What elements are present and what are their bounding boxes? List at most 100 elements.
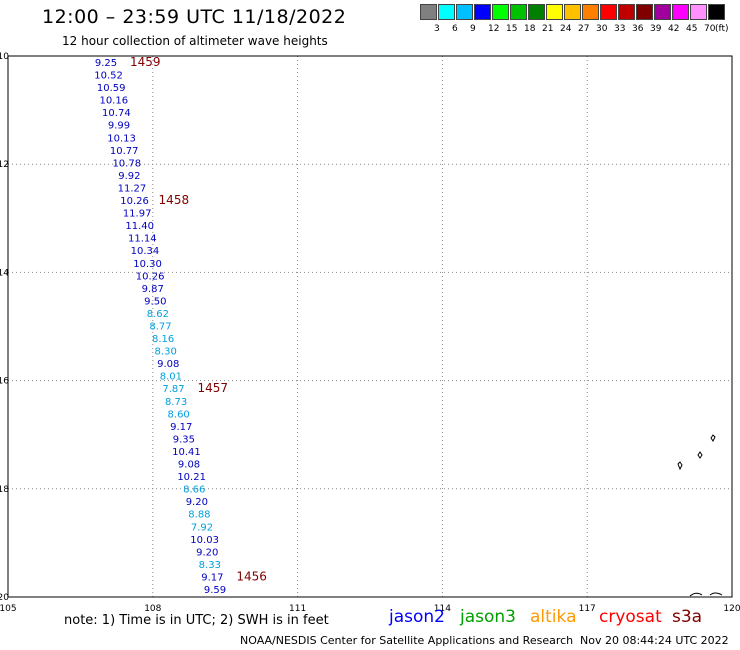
satellite-legend-jason3: jason3 xyxy=(460,607,516,627)
footer-note: note: 1) Time is in UTC; 2) SWH is in fe… xyxy=(64,613,329,628)
scale-swatch xyxy=(690,4,707,20)
time-label: 1457 xyxy=(197,381,228,395)
map-subtitle: 12 hour collection of altimeter wave hei… xyxy=(62,34,328,48)
wave-height-label: 10.59 xyxy=(97,83,126,94)
wave-height-label: 8.77 xyxy=(149,322,171,333)
scale-label: 6 xyxy=(452,24,458,34)
scale-swatch xyxy=(546,4,563,20)
wave-height-label: 10.78 xyxy=(112,158,141,169)
satellite-legend-cryosat: cryosat xyxy=(599,607,662,627)
wave-height-label: 8.33 xyxy=(199,560,221,571)
scale-swatch xyxy=(474,4,491,20)
scale-swatch xyxy=(456,4,473,20)
wave-height-label: 9.92 xyxy=(118,171,140,182)
scale-label: 18 xyxy=(524,24,536,34)
scale-swatch xyxy=(654,4,671,20)
scale-label: 15 xyxy=(506,24,518,34)
y-tick-label: -18 xyxy=(0,485,9,495)
wave-height-label: 10.77 xyxy=(110,146,139,157)
footer-timestamp: Nov 20 08:44:24 UTC 2022 xyxy=(580,634,729,647)
y-tick-label: -14 xyxy=(0,268,9,278)
scale-label: 70 xyxy=(704,24,716,34)
map-title: 12:00 – 23:59 UTC 11/18/2022 xyxy=(42,6,347,28)
y-tick-label: -16 xyxy=(0,377,9,387)
scale-label: 27 xyxy=(578,24,590,34)
scale-label: 3 xyxy=(434,24,440,34)
y-tick-label: -10 xyxy=(0,52,9,62)
island-outline xyxy=(677,461,683,471)
wave-height-label: 10.34 xyxy=(131,246,160,257)
scale-unit: (ft) xyxy=(715,24,729,34)
wave-height-label: 8.62 xyxy=(147,309,169,320)
wave-height-label: 9.20 xyxy=(186,497,208,508)
scale-swatch xyxy=(438,4,455,20)
scale-swatch xyxy=(564,4,581,20)
wave-height-label: 8.16 xyxy=(152,334,174,345)
wave-height-label: 9.25 xyxy=(95,58,117,69)
wave-height-label: 8.30 xyxy=(155,347,177,358)
x-tick-label: 111 xyxy=(289,604,306,614)
wave-height-label: 10.13 xyxy=(107,133,136,144)
wave-height-label: 8.88 xyxy=(188,510,210,521)
wave-height-label: 9.20 xyxy=(196,547,218,558)
wave-height-label: 7.92 xyxy=(191,522,213,533)
scale-swatch xyxy=(600,4,617,20)
time-label: 1459 xyxy=(130,55,161,69)
wave-height-label: 10.03 xyxy=(190,535,219,546)
x-tick-label: 105 xyxy=(0,604,17,614)
time-label: 1456 xyxy=(236,569,267,583)
wave-height-label: 10.21 xyxy=(177,472,206,483)
x-tick-label: 108 xyxy=(144,604,161,614)
wave-height-label: 9.17 xyxy=(201,572,223,583)
wave-height-label: 9.08 xyxy=(178,460,200,471)
scale-swatch xyxy=(420,4,437,20)
y-tick-label: -20 xyxy=(0,593,9,603)
scale-label: 39 xyxy=(650,24,662,34)
wave-height-label: 10.30 xyxy=(133,259,162,270)
scale-label: 36 xyxy=(632,24,644,34)
scale-label: 24 xyxy=(560,24,572,34)
map-frame xyxy=(7,55,733,598)
x-tick-label: 114 xyxy=(434,604,451,614)
wave-height-label: 8.73 xyxy=(165,397,187,408)
wave-height-label: 11.14 xyxy=(128,234,157,245)
wave-height-label: 10.52 xyxy=(94,71,123,82)
scale-swatch xyxy=(672,4,689,20)
wave-height-label: 8.01 xyxy=(160,372,182,383)
wave-height-label: 9.87 xyxy=(142,284,164,295)
scale-label: 45 xyxy=(686,24,698,34)
island-outline xyxy=(710,434,716,442)
scale-swatch xyxy=(708,4,725,20)
scale-label: 33 xyxy=(614,24,626,34)
wave-height-label: 8.66 xyxy=(183,485,205,496)
satellite-legend-jason2: jason2 xyxy=(389,607,445,627)
wave-height-label: 10.74 xyxy=(102,108,131,119)
wave-height-label: 10.16 xyxy=(99,96,128,107)
wave-height-label: 10.26 xyxy=(136,271,165,282)
wave-height-label: 9.35 xyxy=(173,434,195,445)
scale-label: 12 xyxy=(488,24,500,34)
wave-height-label: 9.50 xyxy=(144,296,166,307)
wave-height-label: 10.26 xyxy=(120,196,149,207)
scale-label: 9 xyxy=(470,24,476,34)
wave-height-label: 11.27 xyxy=(118,183,147,194)
coastline xyxy=(689,592,723,597)
wave-height-label: 9.17 xyxy=(170,422,192,433)
scale-swatch xyxy=(636,4,653,20)
wave-height-label: 9.99 xyxy=(108,121,130,132)
scale-swatch xyxy=(510,4,527,20)
satellite-legend-s3a: s3a xyxy=(672,607,703,627)
scale-swatch xyxy=(492,4,509,20)
scale-swatch xyxy=(618,4,635,20)
wave-height-label: 10.41 xyxy=(172,447,201,458)
wave-height-label: 8.60 xyxy=(168,409,190,420)
satellite-legend-altika: altika xyxy=(530,607,577,627)
x-tick-label: 120 xyxy=(723,604,740,614)
wave-height-label: 11.40 xyxy=(125,221,154,232)
wave-height-label: 9.59 xyxy=(204,585,226,596)
scale-label: 30 xyxy=(596,24,608,34)
scale-swatch xyxy=(582,4,599,20)
scale-swatch xyxy=(528,4,545,20)
scale-label: 21 xyxy=(542,24,554,34)
